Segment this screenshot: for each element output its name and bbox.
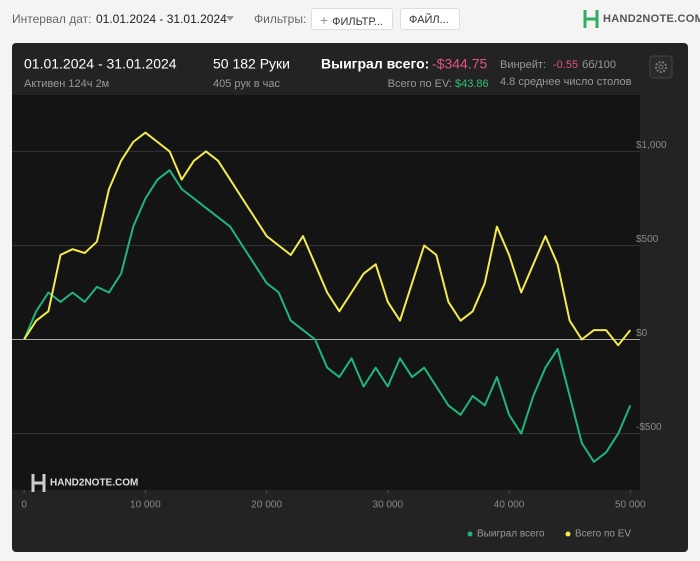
active-time: Активен 124ч 2м <box>24 78 109 90</box>
winrate-unit: бб/100 <box>582 59 616 71</box>
y-tick-label: $0 <box>636 328 648 339</box>
chart: 01.01.2024 - 31.01.2024 Активен 124ч 2м … <box>12 55 673 540</box>
filters-label: Фильтры: <box>254 12 307 26</box>
hands-per-hour: 405 рук в час <box>213 78 281 90</box>
series-line <box>23 169 632 463</box>
legend-swatch <box>565 531 571 537</box>
watermark-icon <box>31 474 46 492</box>
file-button[interactable]: ФАЙЛ... <box>400 8 460 30</box>
ev-label: Всего по EV: <box>388 78 452 90</box>
winrate-label: Винрейт: <box>500 59 546 71</box>
winrate-value: -0.55 <box>553 59 578 71</box>
logo-text: HAND2NOTE.COM <box>603 13 700 25</box>
stats-panel: 01.01.2024 - 31.01.2024 Активен 124ч 2м … <box>12 43 688 552</box>
won-label: Выиграл всего: <box>321 56 429 72</box>
tables: 4.8 среднее число столов <box>500 76 632 88</box>
legend-swatch <box>467 531 473 537</box>
date-range[interactable]: 01.01.2024 - 31.01.2024 <box>96 12 227 26</box>
date-label: Интервал дат: <box>12 12 92 26</box>
x-tick-label: 20 000 <box>251 500 282 511</box>
dropdown-caret <box>226 16 234 21</box>
filter-button-label: ФИЛЬТР... <box>332 16 383 28</box>
series-line <box>23 131 632 347</box>
x-tick-label: 30 000 <box>373 500 404 511</box>
y-tick-label: $1,000 <box>636 140 667 151</box>
logo-icon <box>583 10 599 28</box>
filter-button[interactable]: + ФИЛЬТР... <box>311 8 393 30</box>
y-tick-label: -$500 <box>636 422 662 433</box>
watermark: HAND2NOTE.COM <box>50 478 138 489</box>
x-tick-label: 0 <box>21 500 27 511</box>
won-value: -$344.75 <box>432 56 487 72</box>
x-tick-label: 10 000 <box>130 500 161 511</box>
y-tick-label: $500 <box>636 234 659 245</box>
file-button-label: ФАЙЛ... <box>409 14 449 26</box>
ev-value: $43.86 <box>455 78 489 90</box>
settings-button[interactable] <box>649 55 673 79</box>
legend-label: Всего по EV <box>575 529 631 540</box>
hands: 50 182 Руки <box>213 56 290 72</box>
period: 01.01.2024 - 31.01.2024 <box>24 56 177 72</box>
toolbar: Интервал дат: 01.01.2024 - 31.01.2024 Фи… <box>0 0 700 40</box>
x-tick-label: 40 000 <box>494 500 525 511</box>
legend-label: Выиграл всего <box>477 529 545 540</box>
x-tick-label: 50 000 <box>615 500 646 511</box>
plot-background <box>12 95 640 490</box>
